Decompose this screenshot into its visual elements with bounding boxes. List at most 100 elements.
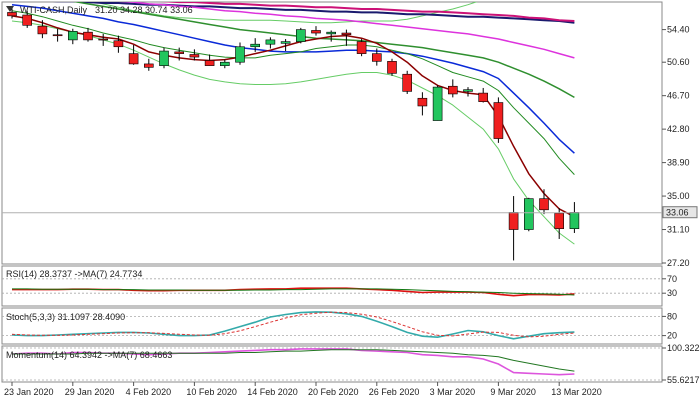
candle-body — [539, 198, 549, 211]
candle-body — [478, 92, 489, 102]
y-tick-label: 70 — [667, 274, 677, 284]
candle-body — [311, 30, 321, 34]
momentum-panel: Momentum(14) 64.3942 ->MA(7) 68.4663 100… — [1, 343, 700, 385]
candle-body — [341, 32, 352, 36]
candle-body — [387, 61, 397, 74]
rsi-lines — [12, 287, 575, 297]
stoch-lines — [11, 311, 575, 340]
candle-body — [83, 31, 93, 41]
date-tick-label: 13 Mar 2020 — [551, 387, 602, 397]
chart-header-triangle-icon[interactable] — [6, 6, 14, 12]
candle-body — [432, 86, 443, 121]
price-panel: 54.40 50.60 46.70 42.80 38.90 35.00 31.10 27.20… — [1, 1, 698, 268]
stoch-title: Stoch(5,3,3) 31.1097 28.4090 — [6, 312, 125, 322]
chart-header: WTI-CASH,Daily 31.20 34.28 30.74 33.06 — [6, 5, 193, 15]
candle-body — [52, 34, 63, 37]
date-axis: 23 Jan 2020 29 Jan 2020 4 Feb 2020 10 Feb 2… — [4, 382, 602, 397]
price-indicator-lines — [11, 2, 575, 245]
candle-body — [7, 12, 17, 17]
candle-body — [417, 97, 428, 107]
momentum-y-axis: 100.3223 55.6217 — [662, 343, 700, 385]
price-y-tick-label: 38.90 — [667, 158, 690, 168]
date-tick-label: 3 Mar 2020 — [430, 387, 476, 397]
y-tick-label: 80 — [667, 311, 677, 321]
date-tick-label: 23 Jan 2020 — [4, 387, 54, 397]
candle-body — [113, 40, 124, 48]
candle-body — [493, 102, 504, 139]
candle-body — [235, 46, 245, 63]
price-y-tick-label: 42.80 — [667, 124, 690, 134]
sma-200-line — [158, 2, 575, 22]
date-tick-label: 26 Feb 2020 — [369, 387, 420, 397]
candle-body — [144, 63, 154, 68]
y-tick-label: 20 — [667, 331, 677, 341]
price-candles — [7, 8, 580, 261]
sma-100-line — [117, 2, 575, 59]
rsi-ma-line — [12, 288, 575, 296]
price-y-axis: 54.40 50.60 46.70 42.80 38.90 35.00 31.10 27.20 — [662, 25, 690, 268]
sma-200-dark-line — [52, 2, 575, 24]
candle-body — [326, 31, 337, 35]
price-y-tick-label: 54.40 — [667, 25, 690, 35]
date-tick-label: 14 Feb 2020 — [247, 387, 298, 397]
price-y-tick-label: 46.70 — [667, 91, 690, 101]
candle-body — [174, 51, 184, 54]
current-price-tag: 33.06 — [662, 206, 698, 219]
stoch-y-axis: 80 20 — [662, 311, 677, 341]
price-y-tick-label: 35.00 — [667, 191, 690, 201]
candle-body — [159, 50, 169, 66]
current-price-tag-label: 33.06 — [666, 208, 689, 218]
date-tick-label: 10 Feb 2020 — [186, 387, 237, 397]
bollinger-upper-line — [92, 2, 478, 24]
candle-body — [447, 85, 458, 95]
candle-body — [554, 212, 565, 229]
date-tick-label: 29 Jan 2020 — [65, 387, 115, 397]
momentum-panel-frame — [1, 345, 663, 383]
chart-header-symbol: WTI-CASH,Daily — [20, 5, 87, 15]
y-tick-label: 55.6217 — [667, 375, 700, 385]
momentum-lines — [11, 348, 575, 376]
bollinger-lower-line — [11, 20, 575, 245]
price-panel-frame — [1, 1, 663, 265]
y-tick-label: 30 — [667, 288, 677, 298]
candle-body — [569, 212, 580, 229]
candle-body — [128, 53, 139, 65]
price-y-tick-label: 31.10 — [667, 225, 690, 235]
candle-body — [98, 38, 108, 41]
candle-body — [37, 25, 48, 35]
date-tick-label: 4 Feb 2020 — [126, 387, 172, 397]
candle-body — [402, 73, 413, 92]
candle-body — [280, 41, 291, 44]
candle-body — [523, 198, 534, 230]
stoch-panel-frame — [1, 307, 663, 345]
price-y-tick-label: 27.20 — [667, 258, 690, 268]
candle-body — [508, 212, 519, 230]
candle-body — [220, 61, 230, 66]
candle-body — [371, 53, 382, 62]
momentum-ma-line — [12, 349, 575, 372]
date-tick-label: 20 Feb 2020 — [308, 387, 359, 397]
candle-body — [189, 54, 200, 58]
candle-body — [265, 39, 276, 45]
stoch-k-line — [11, 311, 575, 340]
candle-body — [463, 89, 473, 92]
candle-body — [356, 41, 367, 54]
sma-10-line — [11, 10, 575, 175]
momentum-title: Momentum(14) 64.3942 ->MA(7) 68.4663 — [6, 350, 172, 360]
candle-body — [250, 43, 260, 48]
rsi-panel-frame — [1, 265, 663, 307]
candle-body — [204, 60, 215, 66]
sma-20-line — [11, 3, 575, 154]
candle-body — [295, 29, 306, 42]
chart-header-ohlc: 31.20 34.28 30.74 33.06 — [95, 5, 193, 15]
rsi-title: RSI(14) 28.3737 ->MA(7) 24.7734 — [6, 269, 142, 279]
price-y-tick-label: 50.60 — [667, 57, 690, 67]
y-tick-label: 100.3223 — [667, 343, 700, 353]
candle-body — [22, 14, 33, 26]
sma-50-line — [72, 2, 575, 99]
current-price-tag-box — [662, 206, 698, 219]
